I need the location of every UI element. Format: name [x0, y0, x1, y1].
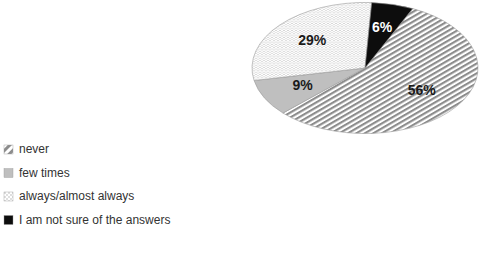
data-label: 9%	[293, 77, 314, 93]
chart: 56% 9% 29% 6% never few times always/almost al…	[0, 0, 500, 254]
pie-slice	[365, 3, 413, 68]
legend-swatch	[4, 169, 13, 178]
data-label: 29%	[298, 32, 327, 48]
legend-label: always/almost always	[19, 189, 134, 203]
legend-label: I am not sure of the answers	[19, 213, 170, 227]
pie-slice	[252, 2, 372, 80]
legend-label: never	[19, 142, 49, 156]
data-label: 6%	[372, 19, 393, 35]
legend: never few times always/almost always I am n…	[4, 142, 170, 227]
pie	[252, 2, 478, 133]
data-label: 56%	[408, 82, 437, 98]
legend-swatch	[4, 216, 13, 225]
legend-swatch	[4, 192, 13, 201]
legend-swatch	[4, 145, 13, 154]
legend-label: few times	[19, 166, 70, 180]
data-labels: 56% 9% 29% 6%	[293, 19, 437, 98]
